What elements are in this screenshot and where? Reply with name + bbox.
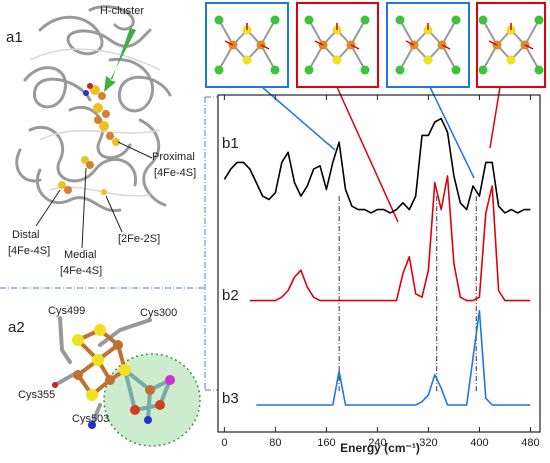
x-tick-label: 400 bbox=[470, 437, 488, 449]
x-tick-label: 240 bbox=[368, 437, 386, 449]
h-cluster-arrow bbox=[104, 28, 136, 92]
annotation: [4Fe-4S] bbox=[60, 265, 102, 277]
atom bbox=[478, 65, 488, 75]
annotation: Cys355 bbox=[18, 389, 55, 401]
x-tick-label: 320 bbox=[419, 437, 437, 449]
atom bbox=[360, 15, 370, 25]
protein-structure bbox=[15, 5, 172, 213]
mode-arrows bbox=[261, 86, 501, 223]
atom bbox=[451, 15, 461, 25]
annotation: Distal bbox=[12, 229, 40, 241]
annotation: [2Fe-2S] bbox=[118, 233, 160, 245]
atom bbox=[534, 15, 544, 25]
spectrum-line bbox=[256, 309, 531, 406]
annotation: Medial bbox=[64, 249, 96, 261]
h-cluster-highlight bbox=[103, 353, 201, 447]
series-label: b3 bbox=[222, 390, 239, 407]
atom bbox=[534, 65, 544, 75]
panel-label: a2 bbox=[8, 319, 25, 336]
atom bbox=[214, 65, 224, 75]
atom bbox=[360, 65, 370, 75]
atom bbox=[423, 55, 433, 65]
spectrum-line bbox=[249, 175, 531, 302]
atom bbox=[451, 65, 461, 75]
panel-separators bbox=[0, 96, 218, 391]
atom bbox=[332, 55, 342, 65]
atom bbox=[478, 15, 488, 25]
atom bbox=[214, 15, 224, 25]
molecule bbox=[53, 316, 174, 427]
annotation: Proximal bbox=[152, 151, 195, 163]
x-tick-label: 0 bbox=[221, 437, 227, 449]
atom bbox=[395, 15, 405, 25]
atoms bbox=[52, 324, 175, 429]
atom bbox=[270, 65, 280, 75]
pointer-lines bbox=[35, 141, 153, 249]
x-tick-label: 80 bbox=[269, 437, 281, 449]
panel-label: a1 bbox=[6, 29, 23, 46]
annotation: [4Fe-4S] bbox=[8, 245, 50, 257]
annotation: [4Fe-4S] bbox=[154, 167, 196, 179]
atom bbox=[304, 65, 314, 75]
x-axis-label: Energy (cm⁻¹) bbox=[340, 441, 420, 455]
atom bbox=[304, 15, 314, 25]
series-label: b2 bbox=[222, 287, 239, 304]
atom bbox=[270, 15, 280, 25]
atom bbox=[395, 65, 405, 75]
x-tick-label: 160 bbox=[317, 437, 335, 449]
plot-frame bbox=[217, 94, 541, 433]
displacement bbox=[405, 23, 451, 50]
atom bbox=[506, 55, 516, 65]
plot: 0 80 160 240 320 400 480 b1 b2 b3 bbox=[221, 95, 540, 449]
atom bbox=[242, 55, 252, 65]
clusters bbox=[58, 83, 120, 195]
annotation: Cys300 bbox=[140, 307, 177, 319]
mode-diagrams bbox=[214, 15, 544, 75]
spectrum-line bbox=[223, 117, 531, 214]
annotation: Cys503 bbox=[72, 413, 109, 425]
annotation: H-cluster bbox=[100, 5, 144, 17]
x-tick-label: 480 bbox=[521, 437, 539, 449]
displacement bbox=[224, 23, 270, 50]
series-label: b1 bbox=[222, 135, 239, 152]
annotation: Cys499 bbox=[48, 305, 85, 317]
displacement bbox=[314, 23, 360, 50]
displacement bbox=[488, 23, 534, 50]
